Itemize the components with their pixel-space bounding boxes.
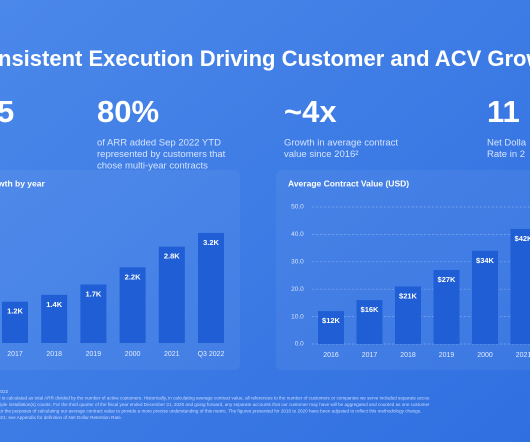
y-tick-label: 30.0 xyxy=(291,259,304,266)
bar xyxy=(433,270,460,344)
slide-title: nsistent Execution Driving Customer and … xyxy=(0,46,530,71)
stat-text: Growth in average contract xyxy=(284,138,398,149)
stat-text: Rate in 2 xyxy=(487,149,525,160)
footnote: ltiple installation(s) counts. For the t… xyxy=(0,402,430,407)
value-label: 2.8K xyxy=(164,252,180,261)
x-tick-label: 2019 xyxy=(439,352,455,359)
x-tick-label: 2000 xyxy=(477,352,493,359)
stat-text: Net Dolla xyxy=(487,138,527,149)
value-label: 2.2K xyxy=(125,272,141,281)
bar xyxy=(119,267,146,343)
bar xyxy=(1,301,28,343)
chart-title: Average Contract Value (USD) xyxy=(288,178,409,188)
bar xyxy=(198,232,224,343)
x-tick-label: 2021 xyxy=(164,351,180,358)
stat-text: value since 2016² xyxy=(284,149,358,160)
bar xyxy=(395,286,421,344)
x-tick-label: 2018 xyxy=(46,351,62,358)
value-label: $27K xyxy=(438,275,457,284)
chart-title: wth by year xyxy=(0,178,45,188)
stat-value: 11 xyxy=(487,94,520,129)
bar xyxy=(41,294,68,343)
bar xyxy=(318,311,344,344)
bar xyxy=(510,228,530,344)
footnote: 2022 xyxy=(0,389,9,394)
value-label: 1.7K xyxy=(85,290,101,299)
footnote: 021; see Appendix for definition of Net … xyxy=(0,415,122,420)
y-tick-label: 40.0 xyxy=(291,231,304,238)
value-label: $34K xyxy=(476,256,495,265)
bar xyxy=(158,246,185,343)
y-tick-label: 20.0 xyxy=(291,286,304,293)
stat-text: chose multi-year contracts xyxy=(97,161,208,172)
x-tick-label: 2019 xyxy=(86,351,102,358)
footnote: for the purposes of calculating our aver… xyxy=(0,409,422,414)
stat-text: of ARR added Sep 2022 YTD xyxy=(97,138,221,149)
stat-value: 80% xyxy=(97,94,159,129)
stat-value: ~4x xyxy=(284,94,337,129)
y-tick-label: 10.0 xyxy=(291,313,304,320)
y-tick-label: 0.0 xyxy=(295,341,304,348)
x-tick-label: 2017 xyxy=(362,352,378,359)
value-label: 1.2K xyxy=(7,307,23,316)
value-label: 3.2K xyxy=(203,238,219,247)
x-tick-label: 2000 xyxy=(125,351,141,358)
stat-value: 5 xyxy=(0,94,14,129)
value-label: $21K xyxy=(399,291,418,300)
x-tick-label: 2018 xyxy=(400,352,416,359)
footnote: e is calculated as total ARR divided by … xyxy=(0,396,430,401)
x-tick-label: 2017 xyxy=(7,351,23,358)
x-tick-label: 2021 xyxy=(516,352,530,359)
bar xyxy=(356,300,383,344)
y-tick-label: 50.0 xyxy=(291,204,304,211)
value-label: 1.4K xyxy=(46,300,62,309)
value-label: $12K xyxy=(322,316,341,325)
bar xyxy=(472,250,498,344)
bar xyxy=(80,284,107,343)
x-tick-label: 2016 xyxy=(323,352,339,359)
x-tick-label: Q3 2022 xyxy=(198,351,225,358)
stat-text: represented by customers that xyxy=(97,149,226,160)
value-label: $42K xyxy=(515,234,530,243)
value-label: $16K xyxy=(361,305,380,314)
